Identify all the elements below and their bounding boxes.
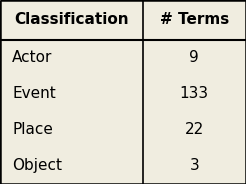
- Text: Event: Event: [12, 86, 56, 101]
- Text: Classification: Classification: [14, 13, 129, 27]
- Text: Place: Place: [12, 123, 53, 137]
- Text: Actor: Actor: [12, 50, 53, 66]
- Text: Object: Object: [12, 158, 62, 174]
- Text: 3: 3: [189, 158, 199, 174]
- Text: 133: 133: [180, 86, 209, 101]
- Text: 9: 9: [189, 50, 199, 66]
- Text: # Terms: # Terms: [160, 13, 229, 27]
- Text: 22: 22: [185, 123, 204, 137]
